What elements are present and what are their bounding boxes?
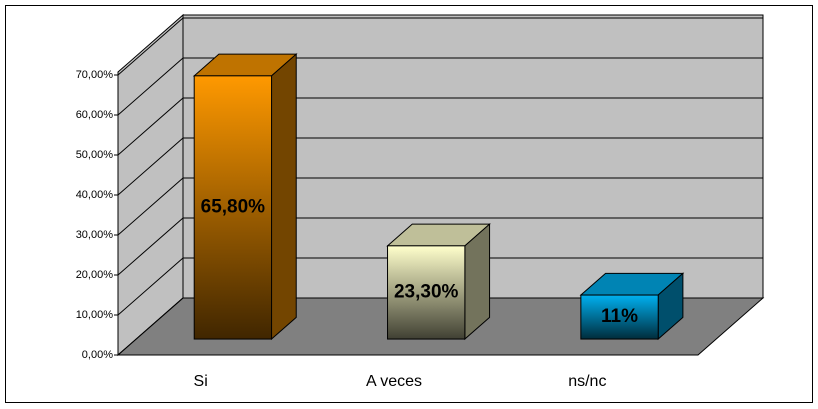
grid-line (117, 297, 763, 356)
x-tick-label: A veces (366, 373, 422, 390)
grid-line (117, 257, 763, 316)
grid-line (117, 17, 763, 76)
bar-side (271, 53, 297, 341)
bar (580, 294, 659, 340)
y-tick-label: 20,00% (76, 269, 114, 281)
y-tick-label: 30,00% (76, 229, 114, 241)
x-tick-label: Si (194, 373, 208, 390)
bar (387, 245, 466, 340)
y-tick-label: 40,00% (76, 189, 114, 201)
y-tick-label: 50,00% (76, 149, 114, 161)
y-tick-label: 10,00% (76, 309, 114, 321)
y-tick-label: 70,00% (76, 69, 114, 81)
grid-line (117, 217, 763, 276)
value-label: 11% (601, 306, 638, 327)
grid-line (117, 177, 763, 236)
grid-line (117, 57, 763, 116)
x-tick-label: ns/nc (568, 373, 606, 390)
grid-line (117, 137, 763, 196)
grid-line (117, 97, 763, 156)
bar (193, 75, 273, 340)
y-tick-label: 60,00% (76, 109, 114, 121)
value-label: 65,80% (201, 196, 266, 217)
value-label: 23,30% (394, 281, 459, 302)
y-tick-label: 0,00% (82, 349, 113, 361)
